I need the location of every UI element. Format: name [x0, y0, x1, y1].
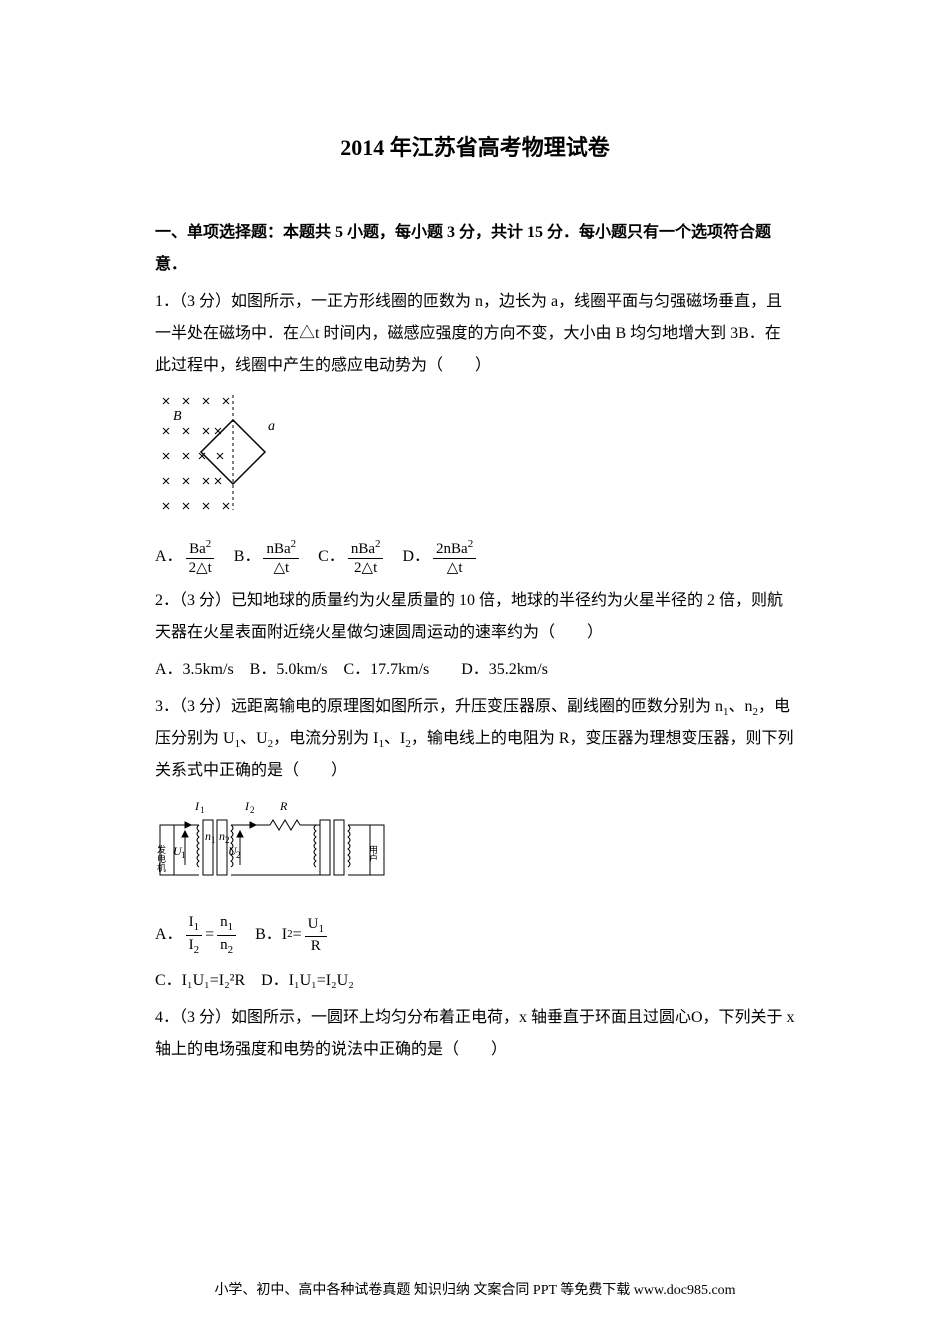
- option-label: C．: [318, 543, 345, 572]
- var: U: [308, 916, 319, 932]
- exam-title: 2014 年江苏省高考物理试卷: [155, 130, 795, 162]
- superscript: 2: [468, 538, 474, 550]
- svg-text:1: 1: [181, 850, 186, 860]
- numerator: 2nBa: [436, 541, 468, 557]
- svg-text:2: 2: [250, 805, 255, 815]
- fraction: nBa2 2△t: [348, 538, 384, 577]
- fraction: I1 I2: [186, 913, 203, 956]
- question-1-figure: B a: [155, 390, 795, 530]
- var: n: [220, 937, 228, 953]
- option-label: D．: [402, 543, 430, 572]
- q3-option-a: A． I1 I2 = n1 n2: [155, 913, 239, 956]
- option-label: A．: [155, 543, 183, 572]
- text-part: ，电流分别为 I: [273, 730, 378, 747]
- subscript: 1: [318, 923, 324, 935]
- denominator: 2△t: [351, 559, 380, 577]
- svg-text:用户: 用户: [368, 845, 378, 864]
- numerator: nBa: [266, 541, 290, 557]
- svg-text:2: 2: [236, 850, 241, 860]
- question-1-options: A． Ba2 2△t B． nBa2 △t C． nBa2 2△t D． 2nB…: [155, 538, 795, 577]
- q1-option-c: C． nBa2 2△t: [318, 538, 386, 577]
- equals: =: [205, 921, 214, 950]
- transformer-circuit-diagram: I1 I2 R n1 n2 U1 U2 发电机 用户: [155, 795, 390, 900]
- superscript: 2: [291, 538, 297, 550]
- fraction: 2nBa2 △t: [433, 538, 476, 577]
- question-2-text: 2．（3 分）已知地球的质量约为火星质量的 10 倍，地球的半径约为火星半径的 …: [155, 585, 795, 649]
- text-part: 、I: [384, 730, 405, 747]
- magnetic-field-diagram: B a: [155, 390, 285, 525]
- denominator: △t: [444, 559, 466, 577]
- equals: =: [293, 921, 302, 950]
- svg-text:a: a: [268, 419, 275, 434]
- page-footer: 小学、初中、高中各种试卷真题 知识归纳 文案合同 PPT 等免费下载 www.d…: [0, 1279, 950, 1299]
- subscript: 2: [194, 944, 200, 956]
- text-part: 、U: [240, 730, 268, 747]
- option-label: A．: [155, 921, 183, 950]
- text-part: 、n: [729, 698, 753, 715]
- option-label: B．: [234, 543, 261, 572]
- q1-option-a: A． Ba2 2△t: [155, 538, 218, 577]
- denominator: △t: [270, 559, 292, 577]
- svg-text:B: B: [173, 409, 182, 424]
- q3-option-b: B．I2= U1 R: [255, 915, 330, 955]
- text-part: 3．（3 分）远距离输电的原理图如图所示，升压变压器原、副线圈的匝数分别为 n: [155, 698, 723, 715]
- question-2-options: A．3.5km/s B．5.0km/s C．17.7km/s D．35.2km/…: [155, 654, 795, 686]
- question-3-text: 3．（3 分）远距离输电的原理图如图所示，升压变压器原、副线圈的匝数分别为 n1…: [155, 691, 795, 787]
- question-4-text: 4．（3 分）如图所示，一圆环上均匀分布着正电荷，x 轴垂直于环面且过圆心O，下…: [155, 1002, 795, 1066]
- numerator: nBa: [351, 541, 375, 557]
- svg-text:R: R: [279, 799, 288, 813]
- subscript: 1: [228, 921, 234, 933]
- superscript: 2: [375, 538, 381, 550]
- question-1-text: 1．（3 分）如图所示，一正方形线圈的匝数为 n，边长为 a，线圈平面与匀强磁场…: [155, 286, 795, 382]
- section-header: 一、单项选择题：本题共 5 小题，每小题 3 分，共计 15 分．每小题只有一个…: [155, 217, 795, 281]
- var: n: [220, 914, 228, 930]
- q1-option-b: B． nBa2 △t: [234, 538, 302, 577]
- fraction: nBa2 △t: [263, 538, 299, 577]
- svg-text:1: 1: [200, 805, 205, 815]
- fraction: n1 n2: [217, 913, 236, 956]
- fraction: U1 R: [305, 915, 327, 955]
- svg-text:1: 1: [211, 835, 216, 845]
- q1-option-d: D． 2nBa2 △t: [402, 538, 479, 577]
- denominator: 2△t: [186, 559, 215, 577]
- fraction: Ba2 2△t: [186, 538, 215, 577]
- svg-text:发电机: 发电机: [156, 844, 166, 873]
- option-label: B．I: [255, 921, 287, 950]
- subscript: 2: [228, 944, 234, 956]
- numerator: Ba: [189, 541, 206, 557]
- question-3-options-cd: C．I₁U₁=I₂²R D．I₁U₁=I₂U₂: [155, 965, 795, 997]
- question-3-figure: I1 I2 R n1 n2 U1 U2 发电机 用户: [155, 795, 795, 905]
- subscript: 1: [194, 921, 200, 933]
- question-3-options-ab: A． I1 I2 = n1 n2 B．I2= U1 R: [155, 913, 795, 956]
- superscript: 2: [206, 538, 212, 550]
- denominator: R: [308, 937, 324, 955]
